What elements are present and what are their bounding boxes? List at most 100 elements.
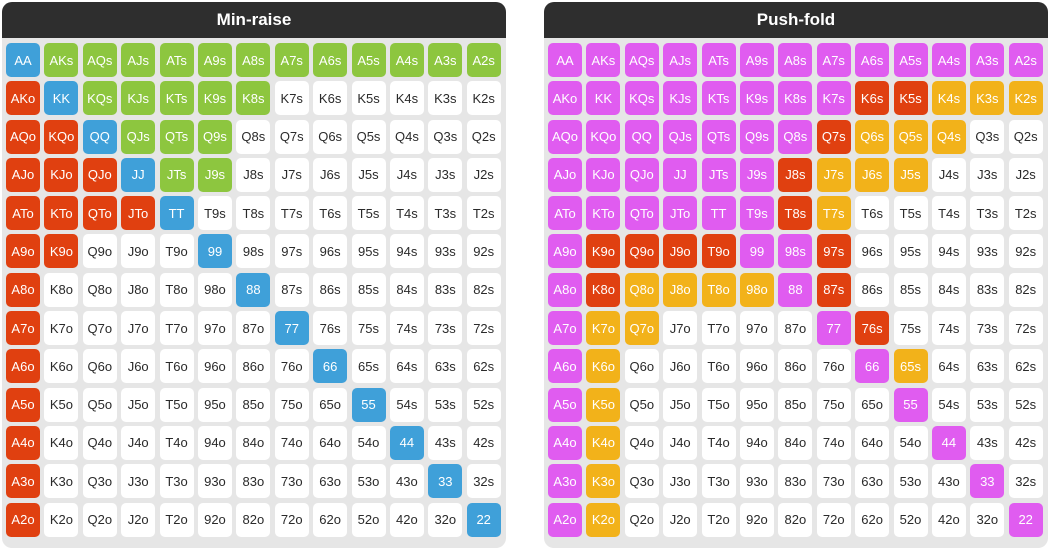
hand-cell[interactable]: 75o: [816, 387, 851, 422]
hand-cell[interactable]: T6s: [855, 196, 890, 231]
hand-cell[interactable]: 62o: [313, 502, 348, 537]
hand-cell[interactable]: 63s: [970, 349, 1005, 384]
hand-cell[interactable]: K9o: [44, 234, 79, 269]
hand-cell[interactable]: Q9s: [197, 119, 232, 154]
hand-cell[interactable]: TT: [159, 196, 194, 231]
hand-cell[interactable]: JJ: [121, 157, 156, 192]
hand-cell[interactable]: J7o: [121, 311, 156, 346]
hand-cell[interactable]: JTs: [701, 157, 736, 192]
hand-cell[interactable]: AJs: [663, 43, 698, 77]
hand-cell[interactable]: 64s: [931, 349, 966, 384]
hand-cell[interactable]: 42o: [389, 502, 424, 537]
hand-cell[interactable]: KTs: [701, 81, 736, 116]
hand-cell[interactable]: J7s: [816, 157, 851, 192]
hand-cell[interactable]: 84o: [236, 425, 271, 460]
hand-cell[interactable]: 84o: [778, 425, 813, 460]
hand-cell[interactable]: QTs: [701, 119, 736, 154]
hand-cell[interactable]: T2s: [1008, 196, 1043, 231]
hand-cell[interactable]: J9s: [197, 157, 232, 192]
hand-cell[interactable]: KK: [44, 81, 79, 116]
hand-cell[interactable]: 74s: [931, 311, 966, 346]
hand-cell[interactable]: QJo: [82, 157, 117, 192]
hand-cell[interactable]: A3s: [428, 43, 463, 77]
hand-cell[interactable]: 94o: [197, 425, 232, 460]
hand-cell[interactable]: 65o: [855, 387, 890, 422]
hand-cell[interactable]: Q7s: [816, 119, 851, 154]
hand-cell[interactable]: J8o: [121, 272, 156, 307]
hand-cell[interactable]: Q6o: [82, 349, 117, 384]
hand-cell[interactable]: 66: [313, 349, 348, 384]
hand-cell[interactable]: 98s: [778, 234, 813, 269]
hand-cell[interactable]: 93o: [739, 464, 774, 499]
hand-cell[interactable]: 92s: [466, 234, 501, 269]
hand-cell[interactable]: 83s: [970, 272, 1005, 307]
hand-cell[interactable]: 72s: [1008, 311, 1043, 346]
hand-cell[interactable]: 86s: [313, 272, 348, 307]
hand-cell[interactable]: JTo: [663, 196, 698, 231]
hand-cell[interactable]: A9o: [6, 234, 40, 269]
hand-cell[interactable]: 86s: [855, 272, 890, 307]
hand-cell[interactable]: 73o: [816, 464, 851, 499]
hand-cell[interactable]: 55: [893, 387, 928, 422]
hand-cell[interactable]: 75o: [274, 387, 309, 422]
hand-cell[interactable]: QTo: [624, 196, 659, 231]
hand-cell[interactable]: Q4o: [624, 425, 659, 460]
hand-cell[interactable]: Q5o: [82, 387, 117, 422]
hand-cell[interactable]: KK: [586, 81, 621, 116]
hand-cell[interactable]: T9s: [739, 196, 774, 231]
hand-cell[interactable]: 63s: [428, 349, 463, 384]
hand-cell[interactable]: Q8o: [624, 272, 659, 307]
hand-cell[interactable]: KQo: [44, 119, 79, 154]
hand-cell[interactable]: 43s: [428, 425, 463, 460]
hand-cell[interactable]: ATo: [6, 196, 40, 231]
hand-cell[interactable]: J7s: [274, 157, 309, 192]
hand-cell[interactable]: J4s: [931, 157, 966, 192]
hand-cell[interactable]: QJo: [624, 157, 659, 192]
hand-cell[interactable]: 85o: [236, 387, 271, 422]
hand-cell[interactable]: KQs: [624, 81, 659, 116]
hand-cell[interactable]: J6o: [663, 349, 698, 384]
hand-cell[interactable]: J5s: [893, 157, 928, 192]
hand-cell[interactable]: T3o: [159, 464, 194, 499]
hand-cell[interactable]: 96s: [855, 234, 890, 269]
hand-cell[interactable]: A6o: [548, 349, 582, 384]
hand-cell[interactable]: A3s: [970, 43, 1005, 77]
hand-cell[interactable]: A5o: [548, 387, 582, 422]
hand-cell[interactable]: K7o: [44, 311, 79, 346]
hand-cell[interactable]: J8s: [236, 157, 271, 192]
hand-cell[interactable]: 98o: [739, 272, 774, 307]
hand-cell[interactable]: A4o: [548, 425, 582, 460]
hand-cell[interactable]: Q5o: [624, 387, 659, 422]
hand-cell[interactable]: K4o: [44, 425, 79, 460]
hand-cell[interactable]: 72o: [816, 502, 851, 537]
hand-cell[interactable]: Q3s: [970, 119, 1005, 154]
hand-cell[interactable]: 74o: [816, 425, 851, 460]
hand-cell[interactable]: K3s: [428, 81, 463, 116]
hand-cell[interactable]: Q4s: [931, 119, 966, 154]
hand-cell[interactable]: J9s: [739, 157, 774, 192]
hand-cell[interactable]: 42s: [466, 425, 501, 460]
hand-cell[interactable]: KQo: [586, 119, 621, 154]
hand-cell[interactable]: T5o: [701, 387, 736, 422]
hand-cell[interactable]: A7s: [816, 43, 851, 77]
hand-cell[interactable]: J8o: [663, 272, 698, 307]
hand-cell[interactable]: 83o: [236, 464, 271, 499]
hand-cell[interactable]: AJs: [121, 43, 156, 77]
hand-cell[interactable]: J3o: [663, 464, 698, 499]
hand-cell[interactable]: AA: [6, 43, 40, 77]
hand-cell[interactable]: Q7o: [82, 311, 117, 346]
hand-cell[interactable]: 82s: [466, 272, 501, 307]
hand-cell[interactable]: 85s: [351, 272, 386, 307]
hand-cell[interactable]: 95s: [893, 234, 928, 269]
hand-cell[interactable]: 65s: [893, 349, 928, 384]
hand-cell[interactable]: 33: [970, 464, 1005, 499]
hand-cell[interactable]: J4o: [121, 425, 156, 460]
hand-cell[interactable]: 52o: [893, 502, 928, 537]
hand-cell[interactable]: AQs: [82, 43, 117, 77]
hand-cell[interactable]: 92o: [739, 502, 774, 537]
hand-cell[interactable]: T2o: [159, 502, 194, 537]
hand-cell[interactable]: A4s: [389, 43, 424, 77]
hand-cell[interactable]: 88: [236, 272, 271, 307]
hand-cell[interactable]: AKo: [6, 81, 40, 116]
hand-cell[interactable]: T8o: [701, 272, 736, 307]
